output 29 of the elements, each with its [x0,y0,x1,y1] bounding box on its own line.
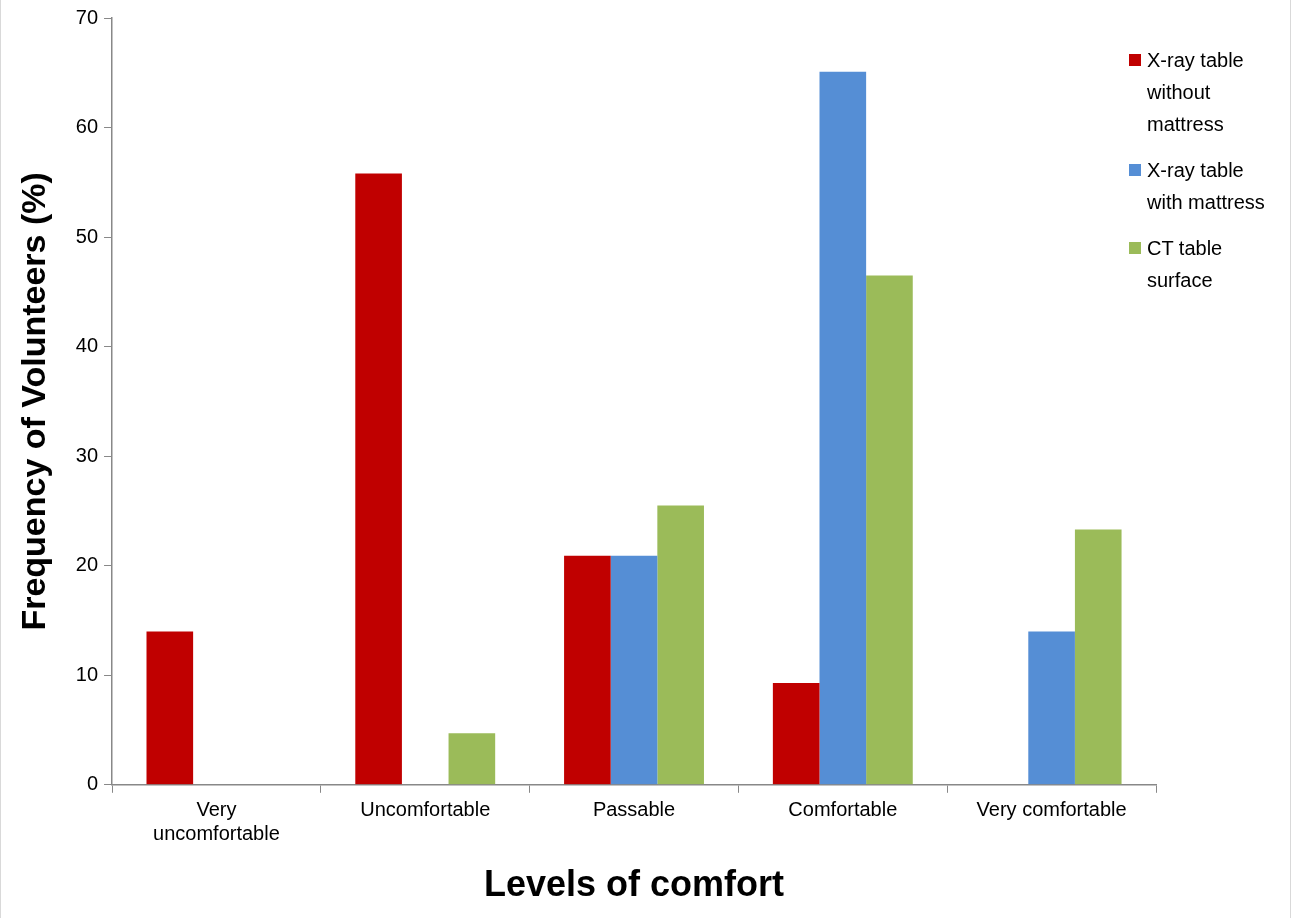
legend-label: X-ray table without mattress [1147,48,1245,137]
y-tick-label: 70 [75,5,99,28]
bar [355,173,402,785]
x-tick-label: Comfortable [788,798,898,821]
y-axis-title: Frequency of Volunteers (%) [13,172,52,631]
x-tick-label: Very uncomfortable [153,798,280,845]
bar [1028,631,1075,785]
bar [564,555,611,785]
x-tick-label: Passable [592,798,676,821]
bar [657,505,704,785]
y-tick-label: 0 [86,772,99,795]
x-axis-title: Levels of comfort [483,863,785,905]
bar [610,555,658,785]
bar [146,631,194,785]
y-tick-label: 40 [75,334,99,357]
bar [1074,529,1122,785]
y-tick-label: 60 [75,115,99,138]
y-tick-label: 30 [75,443,99,466]
bar [866,275,913,785]
bar [448,733,496,785]
legend-label: CT table surface [1147,236,1224,293]
bar [819,71,867,785]
legend-label: X-ray table with mattress [1147,158,1266,215]
y-tick-label: 50 [75,224,99,247]
x-tick-label: Very comfortable [976,798,1127,821]
bar [772,682,820,785]
y-tick-label: 20 [75,553,99,576]
y-tick-label: 10 [75,662,99,685]
x-tick-label: Uncomfortable [360,798,491,821]
